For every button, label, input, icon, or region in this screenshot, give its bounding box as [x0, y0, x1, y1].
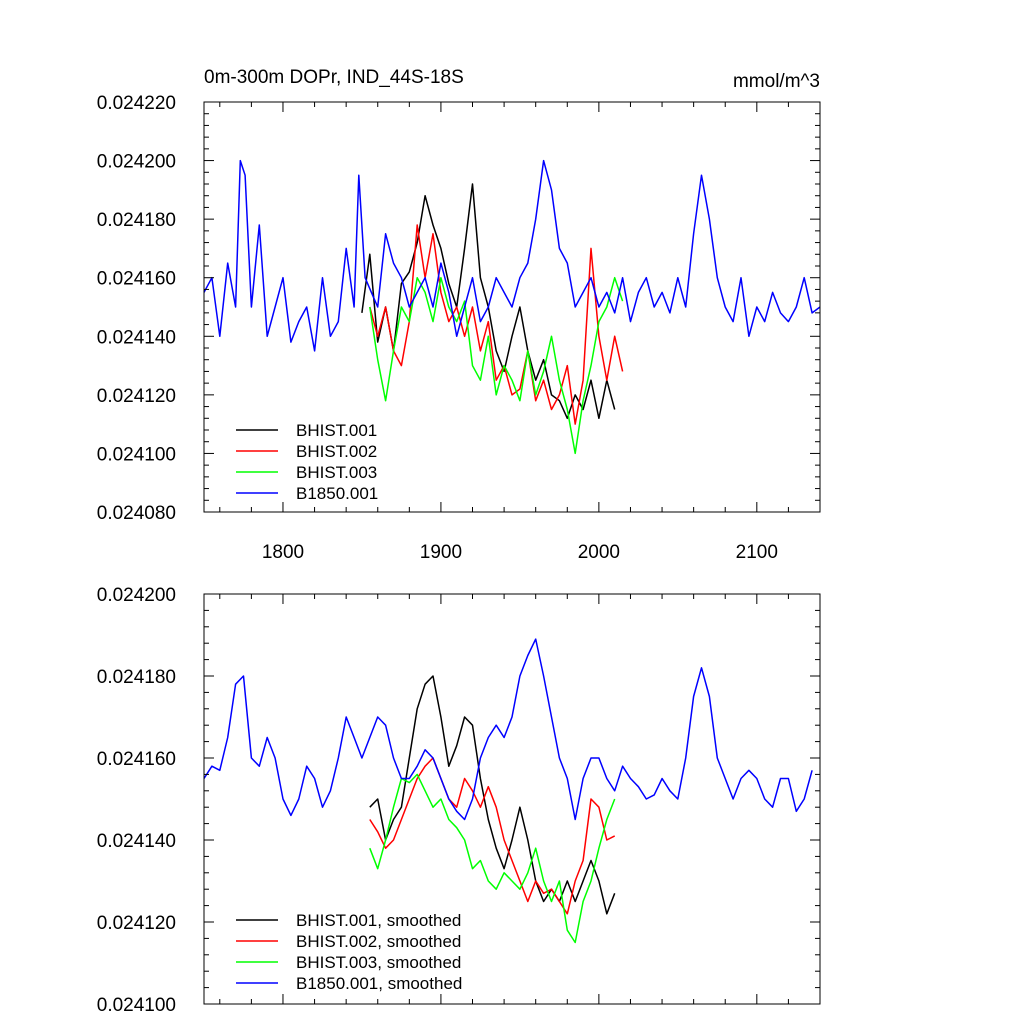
chart-top-title: 0m-300m DOPr, IND_44S-18S — [204, 67, 464, 88]
series-line-0-2 — [369, 276, 624, 455]
x-tick-label-0-0: 1800 — [262, 542, 304, 563]
series-line-1-2 — [369, 773, 616, 944]
series-line-1-3 — [203, 638, 813, 821]
chart-bottom: 0.024100 0.024120 0.024140 0.024160 0.024180… — [97, 585, 821, 1016]
chart-bottom-series-group — [203, 638, 813, 944]
series-line-0-3 — [203, 159, 821, 352]
series-line-0-0 — [361, 183, 616, 420]
y-tick-label-0-0: 0.024080 — [97, 503, 176, 524]
legend-label-1-0: BHIST.001, smoothed — [296, 911, 461, 930]
y-tick-label-1-3: 0.024160 — [97, 749, 176, 770]
x-tick-label-0-3: 2100 — [736, 542, 778, 563]
series-line-1-0 — [369, 675, 616, 915]
legend-label-0-1: BHIST.002 — [296, 442, 377, 461]
legend-label-1-2: BHIST.003, smoothed — [296, 953, 461, 972]
chart-top-series-group — [203, 159, 821, 455]
y-tick-label-1-4: 0.024180 — [97, 667, 176, 688]
chart-bottom-legend: BHIST.001, smoothed BHIST.002, smoothed BH… — [236, 911, 462, 993]
chart-top-legend: BHIST.001 BHIST.002 BHIST.003 B1850.001 — [236, 421, 378, 503]
chart-top: 0m-300m DOPr, IND_44S-18S mmol/m^3 0.024… — [97, 67, 821, 563]
y-tick-label-0-7: 0.024220 — [97, 93, 176, 114]
y-tick-label-1-5: 0.024200 — [97, 585, 176, 606]
chart-top-units: mmol/m^3 — [733, 71, 820, 92]
y-tick-label-0-3: 0.024140 — [97, 327, 176, 348]
y-tick-label-0-4: 0.024160 — [97, 269, 176, 290]
y-tick-label-0-5: 0.024180 — [97, 210, 176, 231]
legend-label-0-2: BHIST.003 — [296, 463, 377, 482]
legend-label-1-3: B1850.001, smoothed — [296, 974, 462, 993]
x-tick-label-0-2: 2000 — [578, 542, 620, 563]
legend-label-0-0: BHIST.001 — [296, 421, 377, 440]
chart-bottom-ticks: 0.024100 0.024120 0.024140 0.024160 0.024180… — [97, 585, 821, 1016]
legend-label-0-3: B1850.001 — [296, 484, 378, 503]
y-tick-label-0-1: 0.024100 — [97, 444, 176, 465]
legend-label-1-1: BHIST.002, smoothed — [296, 932, 461, 951]
series-line-1-1 — [369, 757, 616, 915]
series-line-0-1 — [369, 224, 624, 425]
y-tick-label-1-0: 0.024100 — [97, 995, 176, 1016]
y-tick-label-1-2: 0.024140 — [97, 831, 176, 852]
chart-top-ticks: 0.024080 0.024100 0.024120 0.024140 0.024160… — [97, 93, 821, 563]
y-tick-label-0-6: 0.024200 — [97, 152, 176, 173]
x-tick-label-0-1: 1900 — [420, 542, 462, 563]
y-tick-label-0-2: 0.024120 — [97, 386, 176, 407]
chart-bottom-frame — [203, 593, 821, 1005]
chart-top-frame — [203, 101, 821, 513]
y-tick-label-1-1: 0.024120 — [97, 913, 176, 934]
